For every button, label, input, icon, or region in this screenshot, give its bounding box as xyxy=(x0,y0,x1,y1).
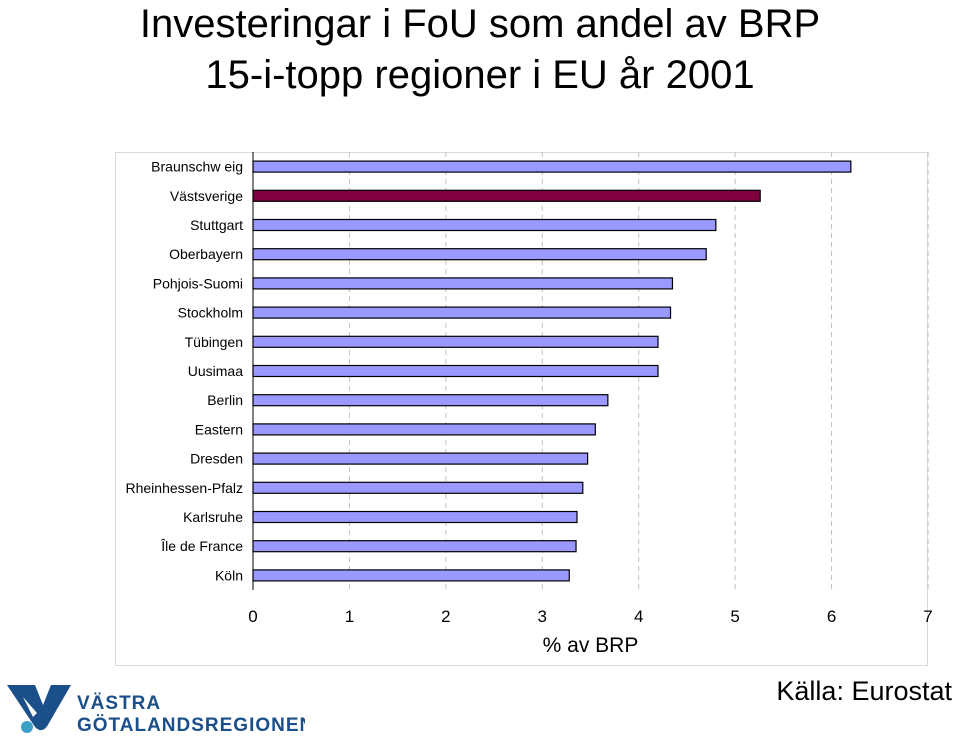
bar xyxy=(252,569,570,582)
bar xyxy=(252,481,584,494)
x-tick-label: 1 xyxy=(345,607,354,626)
bar xyxy=(252,160,852,173)
category-label: Karlsruhe xyxy=(183,509,243,525)
category-label: Eastern xyxy=(195,421,243,437)
x-tick-label: 6 xyxy=(827,607,836,626)
category-label: Dresden xyxy=(190,451,243,467)
x-tick-label: 2 xyxy=(441,607,450,626)
page-title: Investeringar i FoU som andel av BRP xyxy=(139,2,821,46)
bar xyxy=(252,423,596,436)
x-tick-label: 0 xyxy=(248,607,257,626)
vgr-logo: VÄSTRA GÖTALANDSREGIONEN xyxy=(7,685,305,736)
x-axis-title: % av BRP xyxy=(543,634,639,657)
bar xyxy=(252,540,577,553)
x-tick-label: 4 xyxy=(634,607,643,626)
x-tick-label: 3 xyxy=(538,607,547,626)
category-label: Rheinhessen-Pfalz xyxy=(125,480,243,496)
category-label: Uusimaa xyxy=(188,363,243,379)
bar xyxy=(252,218,717,232)
logo-line-2: GÖTALANDSREGIONEN xyxy=(77,715,305,736)
category-label: Tübingen xyxy=(185,334,243,350)
source-note: Källa: Eurostat xyxy=(776,676,952,706)
vgr-logo-icon xyxy=(7,685,71,733)
category-label: Braunschw eig xyxy=(151,159,243,175)
category-label: Stockholm xyxy=(178,305,243,321)
category-label: Île de France xyxy=(160,538,243,554)
chart-frame xyxy=(115,152,928,666)
bar xyxy=(252,306,672,319)
bar xyxy=(252,248,707,261)
bar xyxy=(252,189,761,202)
logo-line-1: VÄSTRA xyxy=(77,693,161,714)
x-tick-label: 7 xyxy=(923,607,932,626)
category-label: Berlin xyxy=(207,392,243,408)
category-label: Oberbayern xyxy=(169,246,243,262)
bar xyxy=(252,510,578,524)
page-subtitle: 15-i-topp regioner i EU år 2001 xyxy=(205,53,755,97)
category-label: Västsverige xyxy=(170,188,243,204)
category-label: Pohjois-Suomi xyxy=(153,275,243,291)
bar xyxy=(252,452,589,465)
bar xyxy=(252,335,659,348)
bar xyxy=(252,364,659,378)
category-label: Köln xyxy=(215,567,243,583)
x-tick-label: 5 xyxy=(730,607,739,626)
bar xyxy=(252,394,609,407)
bar xyxy=(252,277,674,290)
category-label: Stuttgart xyxy=(190,217,243,233)
